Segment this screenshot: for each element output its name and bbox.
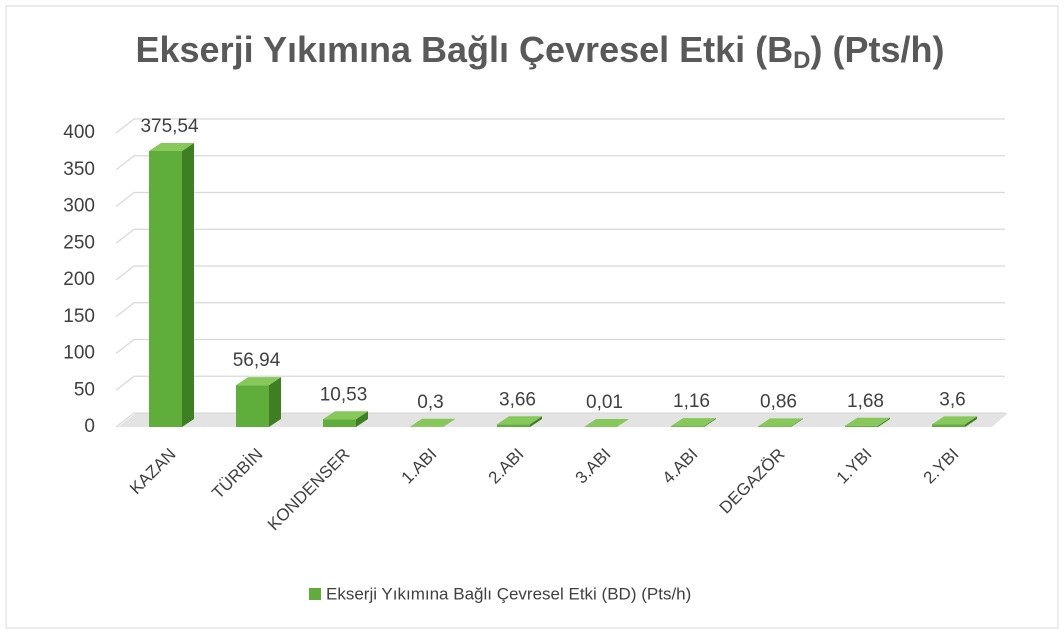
bar-front xyxy=(497,424,530,427)
bar-front xyxy=(671,426,704,427)
y-tick-label: 50 xyxy=(74,379,95,400)
y-tick-label: 250 xyxy=(63,232,95,253)
data-label: 56,94 xyxy=(233,350,281,371)
bar-top xyxy=(671,418,716,427)
y-tick-label: 0 xyxy=(84,416,95,437)
grid-line xyxy=(115,375,1005,391)
bar-side xyxy=(356,411,368,427)
bar-front xyxy=(845,425,878,427)
bar-side xyxy=(443,418,455,427)
bar-side xyxy=(269,377,281,427)
bar-side xyxy=(704,418,716,427)
grid-line xyxy=(115,155,1005,171)
grid-line xyxy=(115,191,1005,208)
bar xyxy=(671,418,716,427)
grid-line xyxy=(115,302,1005,318)
bar-side xyxy=(617,418,629,427)
bar-front xyxy=(236,385,269,427)
bar xyxy=(584,418,629,427)
bar-side xyxy=(878,417,890,427)
y-tick-label: 400 xyxy=(63,122,95,143)
legend-swatch xyxy=(309,588,321,600)
data-label: 1,16 xyxy=(673,391,710,412)
bar-side xyxy=(965,416,977,427)
bar-front xyxy=(932,424,965,427)
legend-label: Ekserji Yıkımına Bağlı Çevresel Etki (BD… xyxy=(326,584,691,603)
y-tick-label: 350 xyxy=(63,159,95,180)
bar xyxy=(932,416,977,427)
data-label: 375,54 xyxy=(140,116,199,137)
bar-side xyxy=(791,418,803,427)
bar-top xyxy=(410,418,455,427)
bar-top xyxy=(845,417,890,426)
grid-line xyxy=(115,265,1005,281)
grid-line xyxy=(115,228,1005,244)
title-subscript: D xyxy=(793,47,810,74)
bar xyxy=(758,418,803,427)
bar-front xyxy=(149,150,182,428)
bar xyxy=(236,377,281,427)
y-tick-label: 300 xyxy=(63,196,95,217)
data-label: 0,01 xyxy=(586,392,623,413)
bar xyxy=(845,417,890,427)
grid-line xyxy=(115,338,1005,355)
grid-line xyxy=(115,412,1005,428)
y-tick-label: 150 xyxy=(63,306,95,327)
data-label: 3,6 xyxy=(939,389,965,410)
bar-top xyxy=(584,418,629,427)
bar xyxy=(497,416,542,427)
bar xyxy=(323,411,368,427)
data-label: 1,68 xyxy=(847,391,884,412)
bar-top xyxy=(236,377,281,386)
bar xyxy=(410,418,455,427)
y-tick-label: 200 xyxy=(63,269,95,290)
y-tick-label: 100 xyxy=(63,343,95,364)
data-label: 3,66 xyxy=(499,389,536,410)
bar xyxy=(149,142,194,428)
bar-side xyxy=(530,416,542,427)
data-label: 0,86 xyxy=(760,391,797,412)
chart-title: Ekserji Yıkımına Bağlı Çevresel Etki (BD… xyxy=(136,29,945,75)
grid-line xyxy=(115,118,1005,134)
title-part: Ekserji Yıkımına Bağlı Çevresel Etki (B xyxy=(136,29,794,70)
bar-front xyxy=(323,419,356,427)
bar-top xyxy=(932,416,977,425)
bar-top xyxy=(758,418,803,427)
bar-top xyxy=(323,411,368,420)
title-part: ) (Pts/h) xyxy=(811,29,945,70)
bar-front xyxy=(758,426,791,427)
bar-side xyxy=(182,142,194,428)
data-label: 10,53 xyxy=(320,384,368,405)
bar-top xyxy=(149,142,194,151)
bar-top xyxy=(497,416,542,425)
data-label: 0,3 xyxy=(417,392,443,413)
